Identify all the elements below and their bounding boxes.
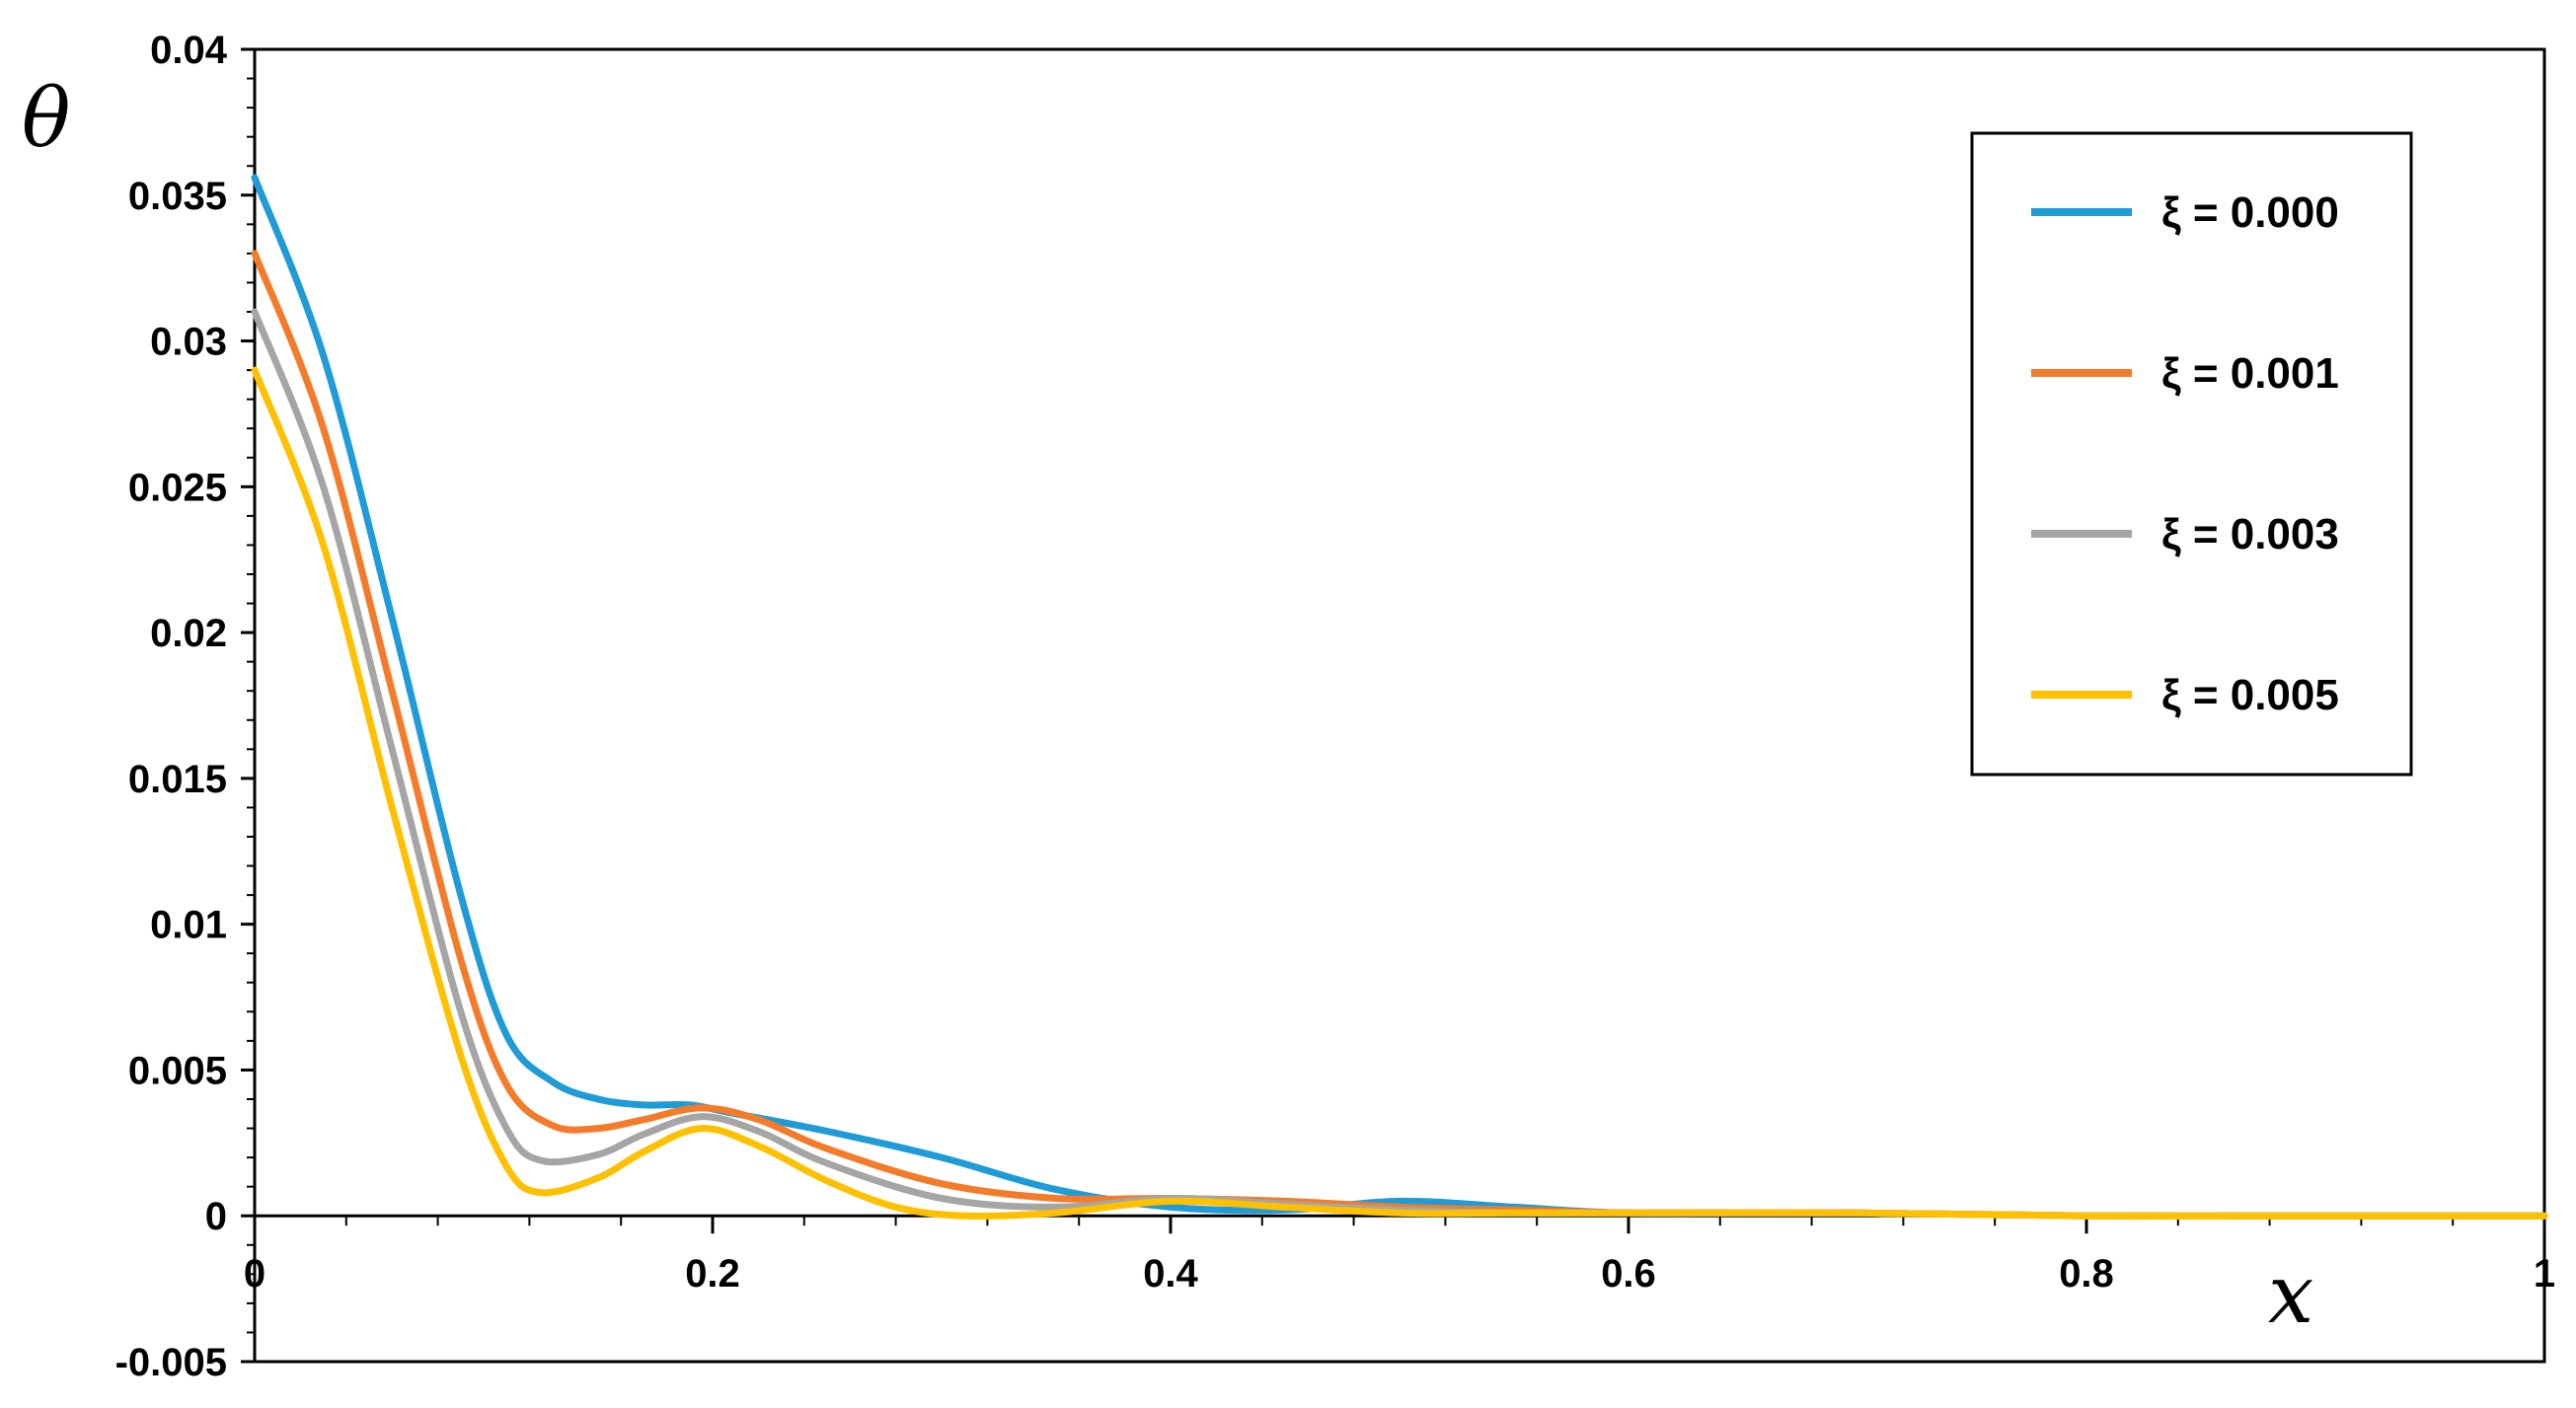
legend-label-2: ξ = 0.003 [2161,510,2339,558]
legend-label-1: ξ = 0.001 [2161,349,2339,398]
x-axis-label: x [2268,1248,2313,1342]
legend-label-0: ξ = 0.000 [2161,188,2339,237]
legend-box [1970,131,2413,777]
y-tick-label: 0.04 [150,29,228,72]
y-tick-label: 0.025 [128,466,227,509]
series-layer [251,174,2548,1221]
y-tick-label: 0.015 [128,758,227,801]
legend: ξ = 0.000 ξ = 0.001 ξ = 0.003 ξ = 0.005 [1970,131,2413,777]
x-tick-label: 0.4 [1143,1252,1198,1296]
x-tick-label: 0 [244,1252,265,1296]
x-axis: 0 0.2 0.4 0.6 0.8 1 [244,1216,2555,1296]
y-axis: -0.005 0 0.005 0.01 0.015 0.02 0.025 0.03 0.035 0… [115,29,255,1384]
y-tick-label: 0.03 [150,321,227,364]
x-tick-label: 0.6 [1601,1252,1656,1296]
y-tick-label: -0.005 [115,1341,227,1384]
x-tick-label: 0.8 [2059,1252,2114,1296]
y-tick-label: 0.01 [150,904,227,947]
y-tick-label: 0.02 [150,612,227,655]
x-tick-label: 0.2 [685,1252,740,1296]
series-line-3 [251,366,2548,1221]
x-tick-label: 1 [2534,1252,2555,1296]
y-tick-label: 0.035 [128,175,227,218]
legend-label-3: ξ = 0.005 [2161,671,2339,719]
y-axis-label: θ [22,72,70,166]
y-tick-label: 0.005 [128,1049,227,1092]
y-tick-label: 0 [205,1195,227,1238]
